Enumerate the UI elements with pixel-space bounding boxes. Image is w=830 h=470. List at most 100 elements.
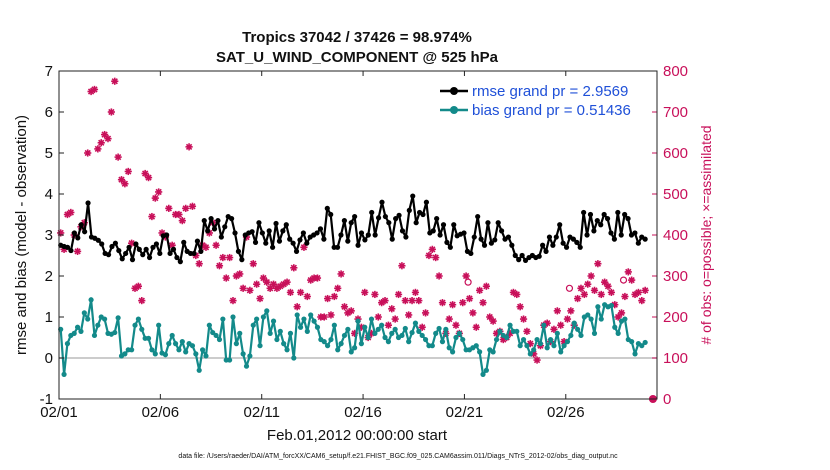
obs-marker: [97, 139, 105, 147]
obs-marker: [327, 311, 335, 319]
obs-marker-stroke: [625, 268, 632, 276]
obs-marker-stroke: [479, 299, 487, 306]
obs-marker-stroke: [118, 176, 125, 183]
obs-marker-stroke: [564, 315, 571, 323]
obs-marker: [144, 174, 153, 182]
rmse-point: [362, 237, 368, 243]
rmse-point: [372, 232, 378, 238]
bias-point: [206, 322, 212, 328]
obs-marker-stroke: [185, 143, 193, 151]
obs-marker-stroke: [108, 108, 115, 116]
obs-marker-stroke: [557, 322, 564, 329]
y-right-axis-label: # of obs: o=possible; ×=assimilated: [698, 125, 714, 344]
bias-point: [284, 347, 290, 353]
obs-marker: [604, 282, 612, 290]
rmse-point: [146, 254, 153, 261]
bias-point: [436, 325, 442, 332]
rmse-point: [82, 229, 88, 235]
rmse-point: [71, 230, 77, 236]
obs-marker-stroke: [145, 174, 152, 181]
y-tick-label: 7: [45, 63, 53, 80]
rmse-point: [475, 213, 481, 220]
obs-marker-stroke: [429, 246, 436, 253]
obs-marker: [114, 153, 122, 161]
y-right-tick-label: 300: [663, 268, 688, 285]
bias-point: [460, 336, 466, 343]
obs-marker-stroke: [628, 276, 635, 284]
obs-marker: [391, 315, 399, 323]
rmse-point: [170, 246, 177, 252]
obs-marker: [577, 284, 585, 292]
axis-ticks: 02/01 02/06 02/11 02/16 02/21 02/26 -1 0 1 2 3 4 5 6 7…: [40, 63, 688, 421]
bias-point: [456, 330, 462, 336]
rmse-point: [126, 244, 132, 250]
bias-point: [203, 353, 209, 359]
rmse-point: [379, 199, 385, 205]
obs-marker-stroke: [604, 283, 612, 290]
obs-marker: [151, 194, 159, 202]
obs-marker-stroke: [256, 295, 264, 302]
obs-marker-stroke: [405, 311, 412, 319]
bias-point: [639, 343, 645, 349]
bias-point: [422, 336, 429, 343]
obs-marker: [465, 294, 474, 303]
obs-marker: [421, 309, 430, 317]
obs-marker: [533, 356, 541, 364]
obs-marker: [323, 294, 332, 303]
obs-marker: [384, 321, 393, 329]
bias-point: [514, 328, 520, 334]
bias-point: [328, 336, 334, 343]
obs-marker: [597, 290, 605, 299]
rmse-point: [345, 238, 351, 244]
rmse-point: [300, 230, 306, 236]
rmse-point: [119, 256, 125, 262]
obs-marker-stroke: [253, 281, 260, 288]
obs-marker-stroke: [381, 297, 389, 304]
obs-marker: [516, 303, 524, 311]
obs-marker-stroke: [216, 262, 223, 269]
obs-marker-stroke: [125, 168, 132, 175]
y-tick-label: 2: [45, 268, 53, 285]
obs-marker-stroke: [226, 254, 233, 261]
obs-marker-stroke: [341, 303, 348, 310]
bias-point: [64, 341, 71, 347]
obs-marker-stroke: [598, 291, 605, 298]
rmse-point: [314, 230, 320, 236]
rmse-point: [478, 236, 484, 242]
obs-marker: [445, 315, 453, 323]
rmse-point: [591, 228, 597, 234]
rmse-point: [287, 236, 293, 242]
rmse-point: [293, 248, 300, 254]
obs-marker-stroke: [348, 307, 355, 315]
obs-marker: [178, 217, 186, 225]
obs-marker: [435, 272, 443, 280]
rmse-point: [557, 222, 563, 228]
obs-marker: [104, 135, 112, 143]
y-right-tick-label: 100: [663, 350, 688, 367]
obs-marker-stroke: [250, 260, 257, 267]
bias-point: [368, 316, 375, 322]
obs-marker: [590, 286, 599, 294]
obs-marker: [175, 210, 183, 219]
obs-marker-stroke: [101, 131, 108, 138]
obs-marker: [617, 309, 626, 317]
rmse-point: [341, 218, 347, 224]
rmse-point: [85, 200, 91, 206]
plot-frame: [58, 70, 658, 400]
rmse-point: [256, 220, 262, 226]
rmse-point: [218, 234, 224, 240]
obs-marker: [296, 288, 305, 296]
bias-point: [213, 332, 219, 339]
rmse-point: [389, 236, 395, 242]
rmse-point: [143, 246, 149, 252]
bias-point: [345, 326, 351, 332]
obs-marker: [117, 176, 126, 184]
bias-point: [477, 349, 483, 355]
rmse-point: [403, 234, 409, 240]
bias-point: [365, 334, 371, 341]
obs-marker: [624, 268, 632, 276]
bias-point: [308, 312, 314, 318]
y-tick-label: -1: [40, 391, 53, 408]
obs-marker: [489, 317, 497, 325]
obs-marker-stroke: [219, 254, 227, 261]
